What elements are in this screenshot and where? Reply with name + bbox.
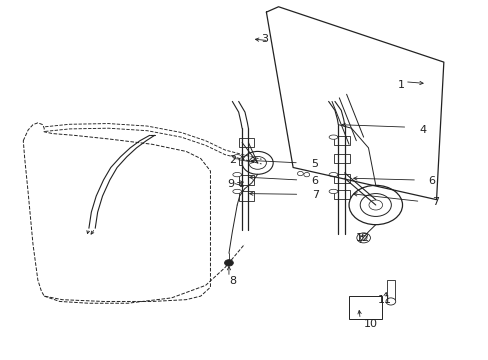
Circle shape: [385, 298, 395, 305]
Bar: [334, 154, 349, 163]
Bar: [334, 190, 349, 199]
Text: 6: 6: [311, 176, 318, 186]
Text: 1: 1: [397, 80, 404, 90]
Circle shape: [303, 172, 309, 177]
Text: 9: 9: [227, 179, 234, 189]
Circle shape: [242, 152, 273, 174]
Circle shape: [248, 157, 266, 169]
Bar: [238, 138, 254, 147]
Text: 6: 6: [427, 176, 434, 186]
Bar: [386, 280, 394, 300]
Text: 7: 7: [311, 190, 318, 200]
Text: 5: 5: [311, 159, 318, 169]
Ellipse shape: [232, 172, 241, 177]
Circle shape: [360, 194, 390, 216]
Text: 10: 10: [363, 319, 377, 329]
Bar: [238, 175, 254, 185]
Circle shape: [224, 260, 233, 266]
Bar: [238, 156, 254, 165]
Ellipse shape: [328, 172, 337, 177]
Text: 3: 3: [261, 34, 268, 44]
Text: 2: 2: [228, 156, 236, 165]
FancyBboxPatch shape: [348, 296, 381, 319]
Ellipse shape: [232, 155, 241, 159]
Bar: [334, 136, 349, 145]
Circle shape: [297, 171, 303, 176]
Circle shape: [356, 233, 370, 243]
Ellipse shape: [328, 189, 337, 194]
Text: 4: 4: [419, 125, 426, 135]
Ellipse shape: [232, 189, 241, 194]
Circle shape: [368, 200, 382, 210]
Circle shape: [360, 235, 366, 240]
Text: 7: 7: [431, 197, 438, 207]
Bar: [238, 192, 254, 201]
Ellipse shape: [328, 135, 337, 139]
Bar: [334, 174, 349, 183]
Text: 8: 8: [228, 276, 236, 286]
Circle shape: [348, 185, 402, 225]
Text: 11: 11: [377, 295, 391, 305]
Text: 12: 12: [355, 233, 369, 243]
